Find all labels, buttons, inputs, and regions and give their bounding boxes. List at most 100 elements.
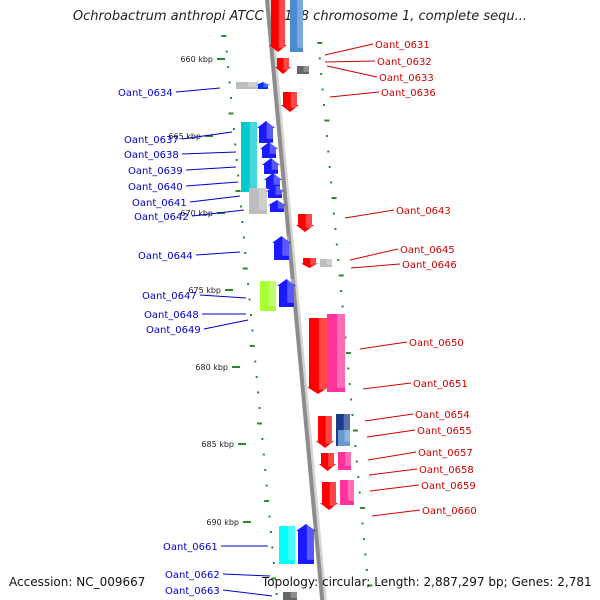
gene-arrow xyxy=(319,453,336,471)
gene-arrow xyxy=(269,0,287,52)
leader-line-forward xyxy=(367,451,417,461)
gene-arrow xyxy=(249,188,267,214)
gene-highlight xyxy=(343,414,350,442)
gene-arrow xyxy=(296,524,316,564)
gene-arrow xyxy=(275,58,291,74)
gene-highlight xyxy=(290,92,297,108)
gene-arrow xyxy=(320,259,332,267)
gene-body xyxy=(316,416,334,448)
gene-highlight xyxy=(278,0,285,48)
gene-label-forward: Oant_0660 xyxy=(422,506,477,517)
gene-label-forward: Oant_0645 xyxy=(400,245,455,256)
leader-line-reverse xyxy=(175,87,221,93)
gene-label-forward: Oant_0651 xyxy=(413,379,468,390)
leader-line-forward xyxy=(324,60,376,63)
gene-label-forward: Oant_0657 xyxy=(418,448,473,459)
gene-label-reverse: Oant_0648 xyxy=(144,310,199,321)
leader-line-reverse xyxy=(203,319,249,330)
gene-body xyxy=(236,82,258,89)
gene-highlight xyxy=(269,142,276,154)
gene-arrow xyxy=(327,314,345,392)
gene-arrow xyxy=(307,318,329,394)
gene-label-reverse: Oant_0638 xyxy=(124,150,179,161)
leader-line-forward xyxy=(359,341,408,350)
leader-line-forward xyxy=(371,509,421,517)
gene-body xyxy=(256,82,270,89)
gene-highlight xyxy=(303,66,309,72)
leader-line-reverse xyxy=(195,251,241,256)
gene-highlight xyxy=(290,592,297,598)
gene-highlight xyxy=(329,482,336,506)
gene-label-reverse: Oant_0649 xyxy=(146,325,201,336)
scale-label: 680 kbp xyxy=(195,363,228,372)
leader-line-reverse xyxy=(222,573,271,577)
gene-body xyxy=(266,186,284,198)
gene-highlight xyxy=(266,121,273,139)
gene-highlight xyxy=(310,258,316,266)
gene-label-forward: Oant_0659 xyxy=(421,481,476,492)
gene-highlight xyxy=(345,452,351,466)
gene-highlight xyxy=(287,279,294,303)
leader-line-reverse xyxy=(181,151,237,155)
gene-label-reverse: Oant_0640 xyxy=(128,182,183,193)
leader-line-reverse xyxy=(189,195,241,203)
gene-arrow xyxy=(279,526,295,564)
gene-body xyxy=(290,0,303,52)
gene-highlight xyxy=(306,524,314,560)
gene-highlight xyxy=(328,453,334,467)
gene-body xyxy=(340,480,354,505)
gene-arrow xyxy=(257,121,275,143)
scale-label: 675 kbp xyxy=(188,286,221,295)
gene-body xyxy=(307,318,329,394)
gene-highlight xyxy=(283,58,289,70)
gene-arrow xyxy=(260,142,278,158)
gene-body xyxy=(262,158,280,174)
gene-body xyxy=(264,173,282,189)
gene-body xyxy=(281,92,299,112)
gene-arrow xyxy=(268,200,286,212)
gene-label-forward: Oant_0643 xyxy=(396,206,451,217)
leader-line-forward xyxy=(344,209,395,219)
gene-body xyxy=(269,0,287,52)
gene-highlight xyxy=(347,480,354,501)
leader-line-reverse xyxy=(185,181,239,187)
gene-highlight xyxy=(318,318,327,390)
gene-body xyxy=(260,281,276,311)
scale-label: 685 kbp xyxy=(201,440,234,449)
gene-highlight xyxy=(275,186,282,195)
gene-arrow xyxy=(241,122,257,192)
gene-body xyxy=(272,236,291,260)
gene-highlight xyxy=(344,430,350,442)
gene-arrow xyxy=(277,279,296,307)
gene-arrow xyxy=(320,482,338,510)
gene-highlight xyxy=(268,281,276,307)
gene-label-reverse: Oant_0661 xyxy=(163,542,218,553)
gene-label-forward: Oant_0650 xyxy=(409,338,464,349)
gene-label-reverse: Oant_0639 xyxy=(128,166,183,177)
gene-body xyxy=(241,122,257,192)
gene-body xyxy=(320,259,332,267)
gene-highlight xyxy=(297,0,303,48)
gene-body xyxy=(338,452,351,470)
scale-label: 670 kbp xyxy=(180,209,213,218)
gene-body xyxy=(327,314,345,392)
gene-highlight xyxy=(336,314,345,388)
scale-label: 665 kbp xyxy=(168,132,201,141)
gene-arrow xyxy=(256,82,270,89)
gene-arrow xyxy=(266,186,284,198)
leader-line-forward xyxy=(368,468,418,476)
gene-arrow xyxy=(262,158,280,174)
gene-body xyxy=(260,142,278,158)
gene-arrow xyxy=(290,0,303,52)
gene-label-forward: Oant_0632 xyxy=(377,57,432,68)
gene-body xyxy=(275,58,291,74)
leader-line-forward xyxy=(349,248,399,261)
accession-text: Accession: NC_009667 xyxy=(9,575,146,589)
gene-arrow xyxy=(281,92,299,112)
gene-highlight xyxy=(287,526,295,560)
gene-body xyxy=(338,430,350,446)
gene-highlight xyxy=(282,236,289,256)
leader-line-forward xyxy=(366,429,416,438)
gene-body xyxy=(297,66,309,74)
leader-line-forward xyxy=(362,382,412,390)
